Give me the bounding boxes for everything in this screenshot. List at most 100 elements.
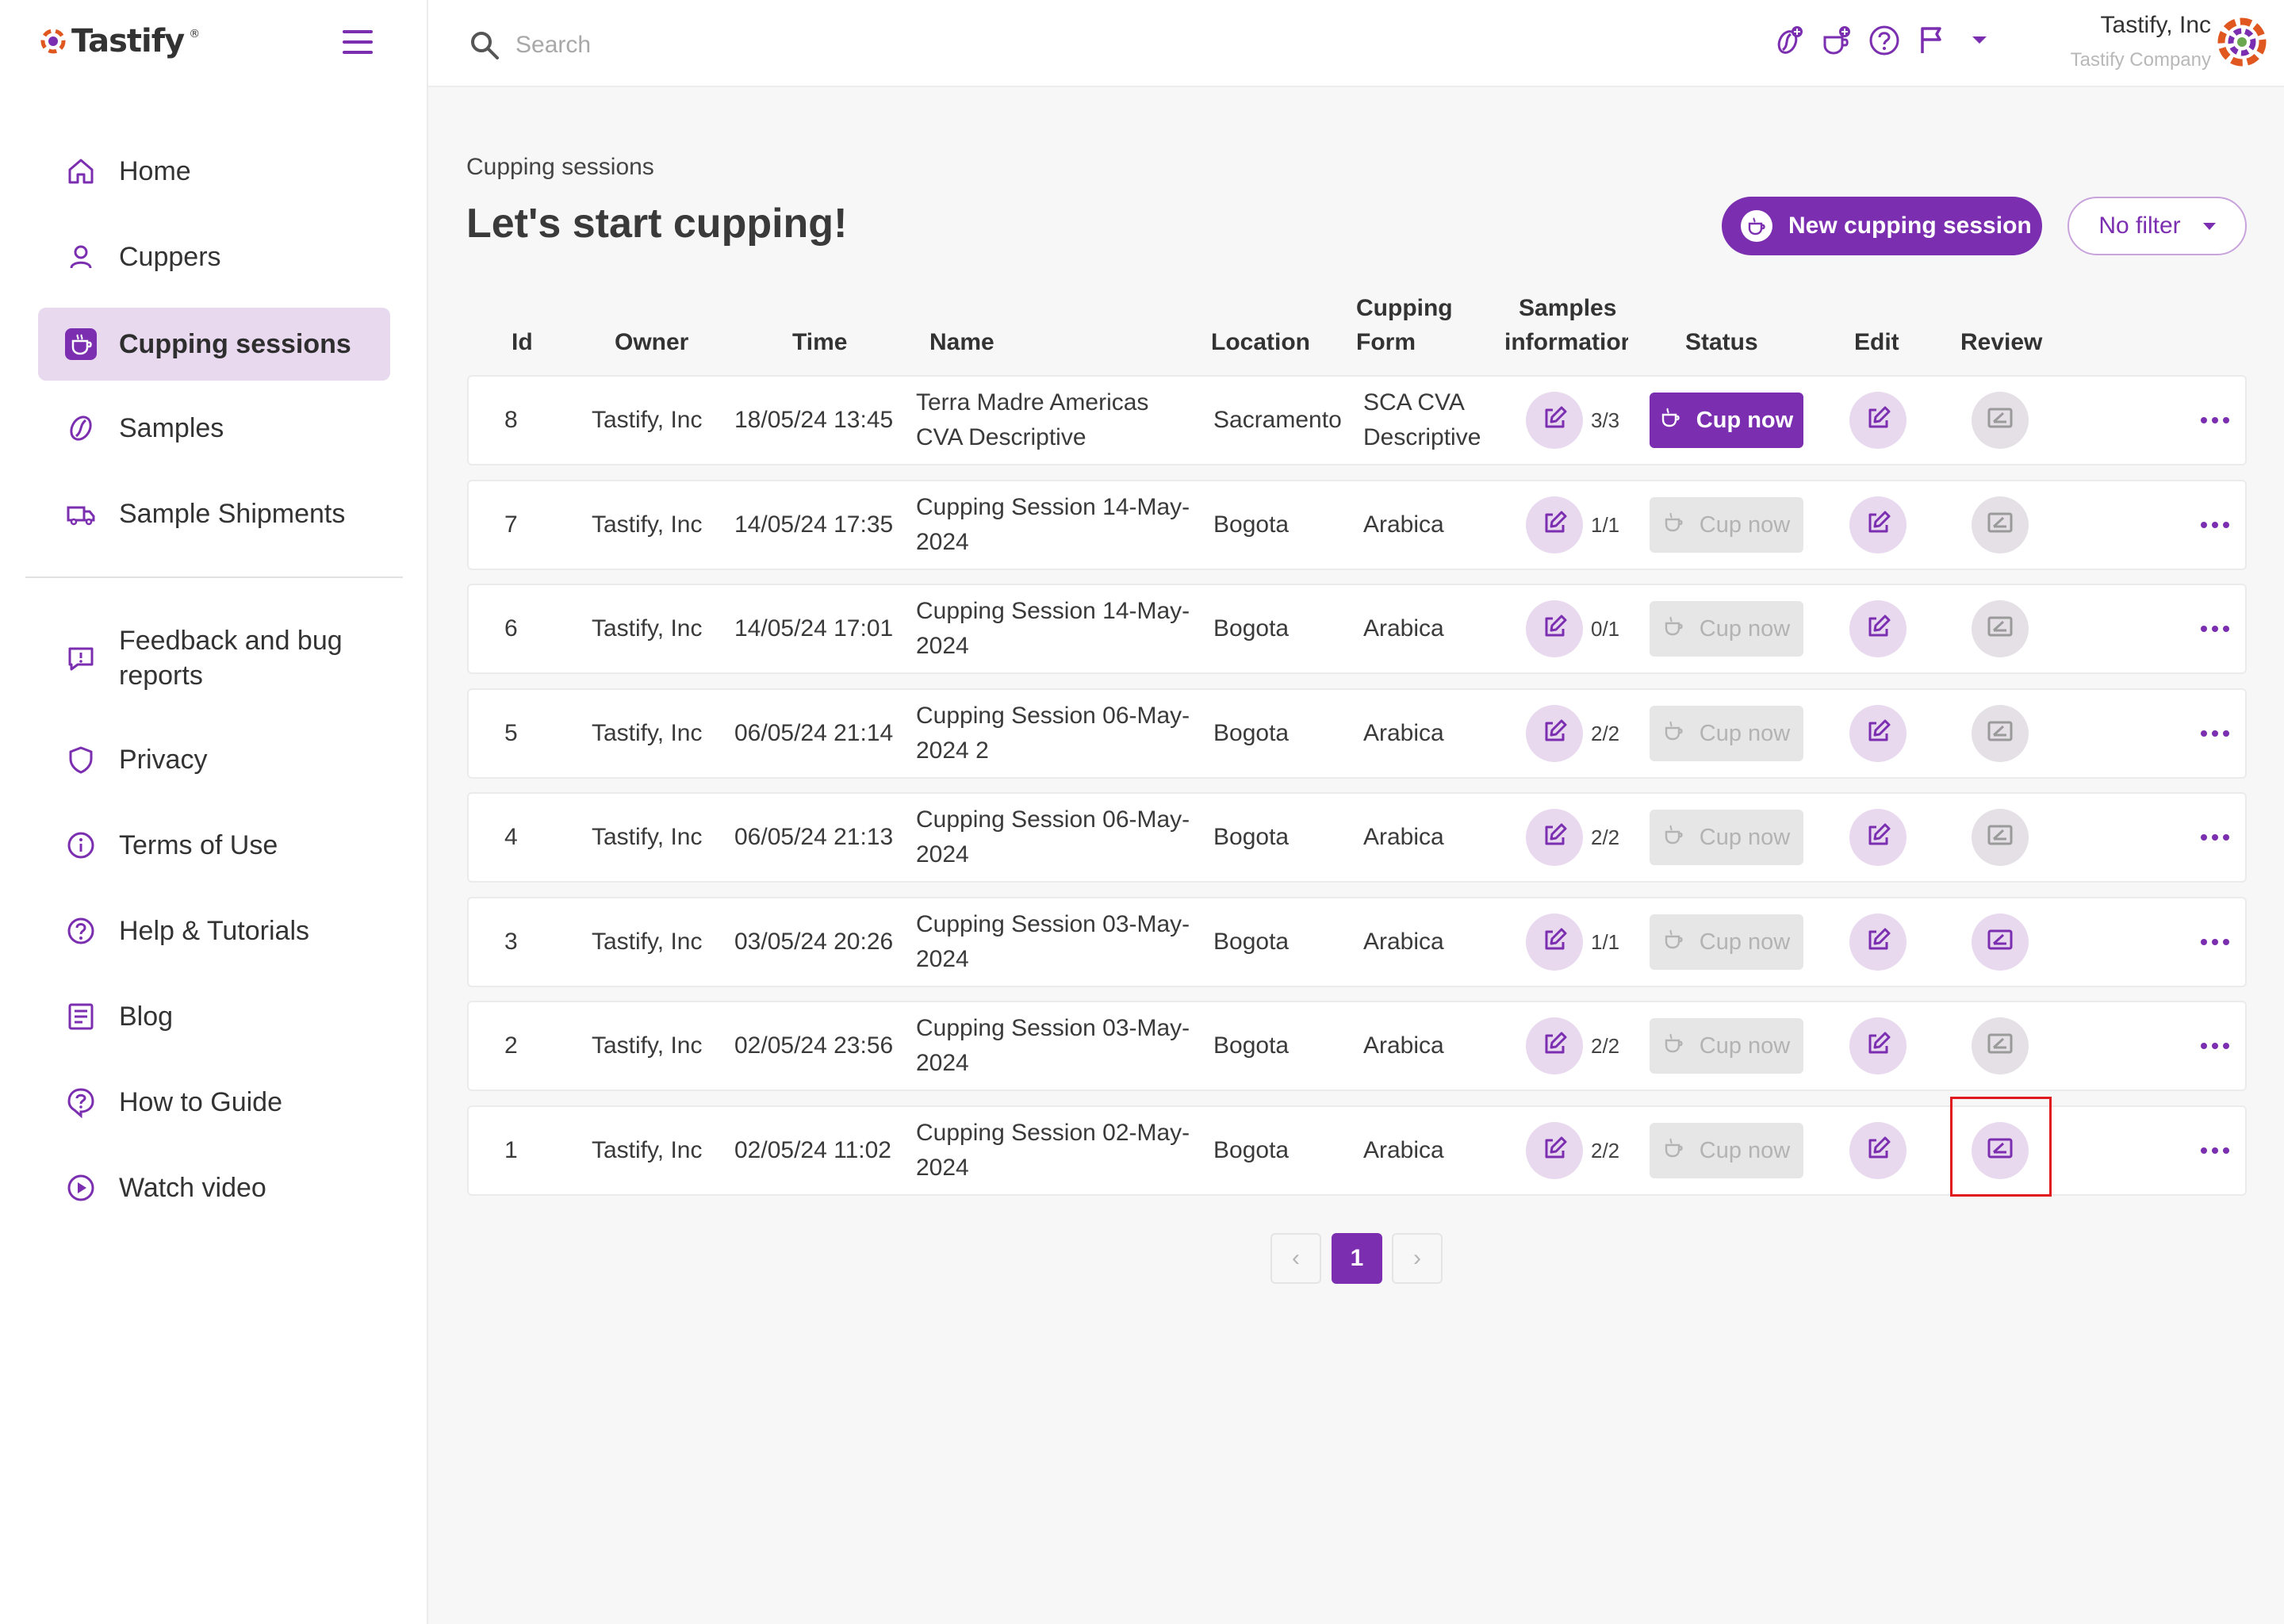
column-header-id[interactable]: Id — [512, 329, 533, 355]
edit-session-button[interactable] — [1849, 1017, 1907, 1074]
cell-location: Bogota — [1213, 615, 1290, 642]
cup-now-button[interactable]: Cup now — [1650, 497, 1803, 553]
cell-location: Sacramento — [1213, 407, 1342, 433]
menu-toggle-icon[interactable] — [343, 30, 373, 54]
samples-edit-button[interactable] — [1526, 392, 1583, 449]
review-button[interactable] — [1972, 496, 2029, 553]
cup-now-button[interactable]: Cup now — [1650, 393, 1803, 448]
column-header-cupping-form-line2[interactable]: Form — [1356, 329, 1416, 355]
tastify-logo[interactable]: Tastify ® — [40, 22, 200, 60]
edit-session-button[interactable] — [1849, 809, 1907, 866]
cup-now-button[interactable]: Cup now — [1650, 810, 1803, 865]
edit-session-button[interactable] — [1849, 914, 1907, 971]
cell-id: 1 — [504, 1137, 518, 1163]
column-header-time[interactable]: Time — [792, 329, 848, 355]
table-row[interactable]: 8 Tastify, Inc 18/05/24 13:45 Terra Madre A… — [467, 375, 2247, 465]
review-button[interactable] — [1972, 914, 2029, 971]
table-row[interactable]: 7 Tastify, Inc 14/05/24 17:35 Cupping Sessi… — [467, 480, 2247, 570]
help-icon[interactable] — [1868, 24, 1901, 57]
sidebar-item-feedback[interactable]: Feedback and bug reports — [38, 614, 390, 703]
cup-now-button[interactable]: Cup now — [1650, 1123, 1803, 1178]
more-options-icon[interactable] — [2201, 930, 2229, 954]
more-options-icon[interactable] — [2201, 1139, 2229, 1162]
cup-now-button[interactable]: Cup now — [1650, 706, 1803, 761]
sidebar-item-watch-video[interactable]: Watch video — [38, 1151, 390, 1224]
new-cupping-session-button[interactable]: New cupping session — [1722, 197, 2042, 255]
edit-session-button[interactable] — [1849, 705, 1907, 762]
review-button[interactable] — [1972, 600, 2029, 657]
review-button[interactable] — [1972, 809, 2029, 866]
edit-session-button[interactable] — [1849, 600, 1907, 657]
samples-edit-button[interactable] — [1526, 1017, 1583, 1074]
truck-icon — [65, 498, 97, 530]
avatar[interactable] — [2216, 16, 2268, 68]
filter-dropdown[interactable]: No filter — [2067, 197, 2247, 255]
table-row[interactable]: 5 Tastify, Inc 06/05/24 21:14 Cupping Sessi… — [467, 688, 2247, 779]
cup-now-button[interactable]: Cup now — [1650, 1018, 1803, 1074]
samples-edit-button[interactable] — [1526, 496, 1583, 553]
samples-edit-button[interactable] — [1526, 809, 1583, 866]
user-info[interactable]: Tastify, Inc Tastify Company — [2071, 11, 2211, 71]
add-sample-icon[interactable] — [1772, 24, 1806, 57]
add-cupping-session-icon[interactable] — [1820, 24, 1853, 57]
sidebar-item-privacy[interactable]: Privacy — [38, 723, 390, 796]
table-row[interactable]: 3 Tastify, Inc 03/05/24 20:26 Cupping Sessi… — [467, 897, 2247, 987]
edit-session-button[interactable] — [1849, 1122, 1907, 1179]
column-header-samples-line1[interactable]: Samples — [1519, 295, 1617, 321]
sidebar-item-home[interactable]: Home — [38, 135, 390, 208]
table-row[interactable]: 4 Tastify, Inc 06/05/24 21:13 Cupping Sessi… — [467, 792, 2247, 883]
cell-name-line2: 2024 — [916, 1155, 969, 1181]
sidebar-item-terms[interactable]: Terms of Use — [38, 809, 390, 882]
cup-now-label: Cup now — [1699, 1137, 1791, 1163]
samples-edit-button[interactable] — [1526, 914, 1583, 971]
samples-edit-button[interactable] — [1526, 1122, 1583, 1179]
more-options-icon[interactable] — [2201, 408, 2229, 432]
flag-icon[interactable] — [1915, 24, 1949, 57]
sidebar-item-blog[interactable]: Blog — [38, 980, 390, 1053]
cell-name-line1: Cupping Session 06-May- — [916, 806, 1190, 833]
column-header-location[interactable]: Location — [1211, 329, 1310, 355]
review-button[interactable] — [1972, 1122, 2029, 1179]
sidebar-item-samples[interactable]: Samples — [38, 392, 390, 465]
more-options-icon[interactable] — [2201, 722, 2229, 745]
review-button[interactable] — [1972, 705, 2029, 762]
column-header-samples-line2[interactable]: informatior — [1504, 329, 1628, 355]
column-header-review[interactable]: Review — [1960, 329, 2043, 355]
more-options-icon[interactable] — [2201, 617, 2229, 641]
edit-icon — [1540, 926, 1569, 959]
coffee-cup-icon — [1663, 928, 1685, 956]
language-dropdown-chevron-down-icon[interactable] — [1963, 24, 1996, 57]
sidebar-item-sample-shipments[interactable]: Sample Shipments — [38, 477, 390, 550]
cell-cupping-form-line1: SCA CVA — [1363, 389, 1465, 416]
cup-now-button[interactable]: Cup now — [1650, 914, 1803, 970]
sidebar-item-guide[interactable]: How to Guide — [38, 1066, 390, 1139]
table-row[interactable]: 1 Tastify, Inc 02/05/24 11:02 Cupping Sessi… — [467, 1105, 2247, 1196]
column-header-cupping-form-line1[interactable]: Cupping — [1356, 295, 1453, 321]
coffee-cup-icon — [1663, 511, 1685, 539]
search-input[interactable] — [515, 32, 912, 59]
table-row[interactable]: 6 Tastify, Inc 14/05/24 17:01 Cupping Sessi… — [467, 584, 2247, 674]
pagination-next-button[interactable]: › — [1392, 1233, 1443, 1284]
sidebar-item-label: Watch video — [119, 1173, 266, 1203]
table-row[interactable]: 2 Tastify, Inc 02/05/24 23:56 Cupping Sessi… — [467, 1001, 2247, 1091]
more-options-icon[interactable] — [2201, 1034, 2229, 1058]
review-button[interactable] — [1972, 392, 2029, 449]
sidebar-item-cupping-sessions[interactable]: Cupping sessions — [38, 308, 390, 381]
column-header-owner[interactable]: Owner — [615, 329, 689, 355]
sidebar-item-cuppers[interactable]: Cuppers — [38, 220, 390, 293]
cup-now-button[interactable]: Cup now — [1650, 601, 1803, 657]
pagination-prev-button[interactable]: ‹ — [1270, 1233, 1321, 1284]
column-header-name[interactable]: Name — [929, 329, 994, 355]
cell-location: Bogota — [1213, 511, 1290, 538]
samples-edit-button[interactable] — [1526, 600, 1583, 657]
review-button[interactable] — [1972, 1017, 2029, 1074]
samples-edit-button[interactable] — [1526, 705, 1583, 762]
edit-session-button[interactable] — [1849, 496, 1907, 553]
sidebar-item-help[interactable]: Help & Tutorials — [38, 894, 390, 967]
pagination-page-1[interactable]: 1 — [1332, 1233, 1382, 1284]
edit-session-button[interactable] — [1849, 392, 1907, 449]
column-header-edit[interactable]: Edit — [1854, 329, 1899, 355]
more-options-icon[interactable] — [2201, 513, 2229, 537]
more-options-icon[interactable] — [2201, 825, 2229, 849]
column-header-status[interactable]: Status — [1685, 329, 1758, 355]
